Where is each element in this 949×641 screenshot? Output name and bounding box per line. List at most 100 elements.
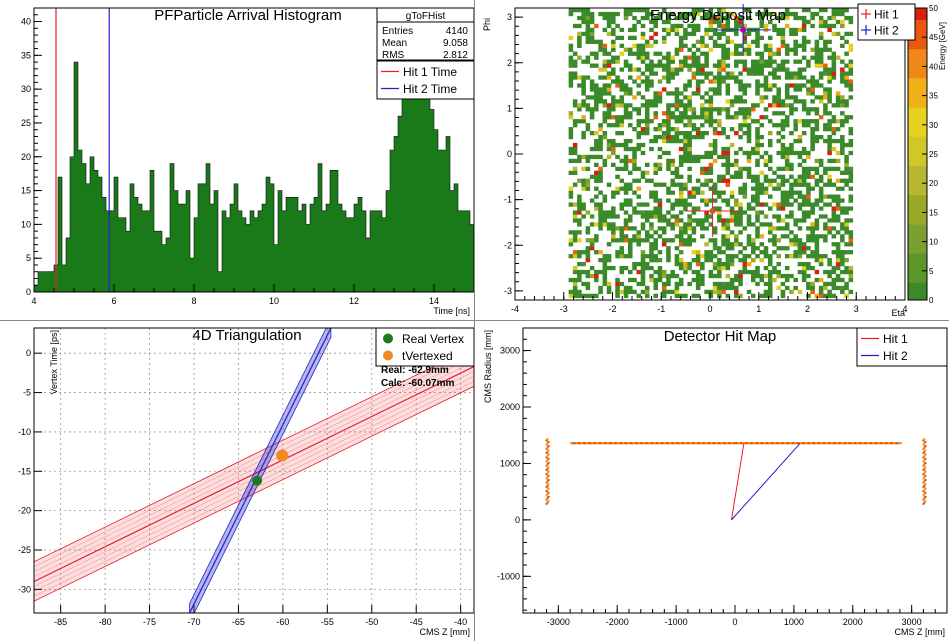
heatmap-cell bbox=[585, 258, 591, 263]
heatmap-cell bbox=[666, 51, 671, 56]
heatmap-cell bbox=[734, 222, 739, 227]
heatmap-cell bbox=[602, 198, 608, 203]
heatmap-cell bbox=[776, 63, 781, 68]
endcap-hit bbox=[924, 453, 927, 456]
legend-box bbox=[376, 60, 474, 100]
x-tick-label: 1 bbox=[756, 304, 761, 314]
pad-energy-map: -4 -3 -2 -1 0 1 2 3 4 -3 -2 -1 0 1 2 3 Energy Deposit Ma… bbox=[475, 0, 949, 320]
heatmap-cell bbox=[615, 186, 620, 191]
barrel-hit bbox=[763, 442, 766, 445]
heatmap-cell bbox=[750, 258, 756, 263]
heatmap-cell bbox=[687, 146, 692, 152]
x-tick-label: 1000 bbox=[784, 617, 804, 627]
heatmap-cell bbox=[628, 254, 633, 259]
heatmap-cell bbox=[619, 238, 625, 243]
heatmap-cell bbox=[661, 230, 667, 235]
heatmap-cell bbox=[725, 75, 731, 80]
colorbar-segment bbox=[908, 66, 927, 73]
heatmap-cell bbox=[712, 246, 718, 251]
heatmap-cell bbox=[797, 242, 803, 247]
heatmap-cell bbox=[806, 261, 811, 267]
heatmap-cell bbox=[594, 186, 599, 191]
colorbar-segment bbox=[908, 165, 927, 172]
barrel-hit bbox=[843, 442, 846, 445]
heatmap-cell bbox=[628, 111, 633, 116]
heatmap-cell bbox=[644, 162, 650, 168]
heatmap-cell bbox=[738, 127, 743, 132]
heatmap-cell bbox=[831, 293, 837, 299]
heatmap-cell bbox=[835, 158, 841, 164]
heatmap-cell bbox=[581, 99, 586, 104]
heatmap-cell bbox=[717, 285, 722, 291]
heatmap-cell bbox=[827, 87, 832, 92]
heatmap-cell bbox=[598, 43, 603, 48]
heatmap-cell bbox=[687, 234, 692, 239]
barrel-hit bbox=[654, 442, 657, 445]
heatmap-cell bbox=[818, 55, 824, 60]
y-tick-label: 0 bbox=[26, 287, 31, 297]
heatmap-cell bbox=[759, 182, 765, 187]
heatmap-cell bbox=[755, 186, 760, 191]
heatmap-cell bbox=[657, 265, 663, 271]
heatmap-cell bbox=[767, 178, 773, 183]
heatmap-cell bbox=[759, 170, 765, 175]
heatmap-cell bbox=[602, 214, 608, 219]
barrel-hit bbox=[812, 442, 815, 445]
barrel-hit bbox=[836, 442, 840, 445]
heatmap-cell bbox=[708, 150, 714, 156]
heatmap-cell bbox=[649, 194, 654, 199]
heatmap-cell bbox=[831, 226, 837, 231]
heatmap-cell bbox=[653, 63, 658, 68]
heatmap-cell bbox=[712, 91, 718, 96]
colorbar-segment bbox=[908, 37, 927, 44]
heatmap-cell bbox=[594, 194, 599, 199]
heatmap-cell bbox=[823, 194, 828, 199]
heatmap-cell bbox=[725, 202, 731, 207]
heatmap-cell bbox=[840, 95, 845, 100]
heatmap-cell bbox=[810, 138, 815, 144]
heatmap-cell bbox=[636, 238, 642, 243]
heatmap-cell bbox=[742, 63, 748, 68]
heatmap-cell bbox=[835, 198, 841, 203]
heatmap-cell bbox=[784, 83, 790, 88]
heatmap-cell bbox=[581, 134, 586, 140]
heatmap-cell bbox=[759, 273, 765, 279]
heatmap-cell bbox=[598, 269, 603, 275]
heatmap-cell bbox=[653, 258, 658, 263]
heatmap-cell bbox=[801, 277, 807, 283]
heatmap-cell bbox=[628, 218, 633, 223]
heatmap-cell bbox=[844, 39, 849, 44]
y-tick-label: 3000 bbox=[500, 346, 520, 356]
heatmap-cell bbox=[793, 95, 798, 100]
heatmap-cell bbox=[670, 75, 675, 80]
heatmap-cell bbox=[759, 71, 765, 76]
heatmap-cell bbox=[746, 7, 752, 13]
heatmap-cell bbox=[717, 218, 722, 223]
barrel-hit bbox=[719, 442, 722, 445]
heatmap-cell bbox=[844, 206, 849, 211]
barrel-hit bbox=[728, 442, 731, 445]
barrel-hit bbox=[835, 442, 839, 445]
heatmap-cell bbox=[623, 15, 629, 21]
heatmap-cell bbox=[619, 186, 625, 191]
heatmap-cell bbox=[691, 154, 697, 160]
heatmap-cell bbox=[831, 281, 837, 287]
heatmap-cell bbox=[734, 59, 739, 64]
heatmap-cell bbox=[712, 206, 718, 211]
heatmap-cell bbox=[717, 91, 722, 96]
heatmap-cell bbox=[708, 71, 714, 76]
plot-frame bbox=[522, 327, 948, 614]
heatmap-cell bbox=[746, 289, 752, 295]
heatmap-cell bbox=[818, 83, 824, 88]
heatmap-cell bbox=[738, 281, 743, 287]
heatmap-cell bbox=[797, 182, 803, 187]
heatmap-cell bbox=[678, 23, 684, 29]
heatmap-cell bbox=[738, 43, 743, 48]
heatmap-cell bbox=[695, 222, 701, 227]
heatmap-cell bbox=[725, 281, 731, 287]
x-tick-label: 14 bbox=[429, 296, 439, 306]
barrel-hit bbox=[688, 442, 691, 445]
heatmap-cell bbox=[729, 71, 735, 76]
heatmap-cell bbox=[704, 15, 709, 21]
heatmap-cell bbox=[810, 281, 815, 287]
